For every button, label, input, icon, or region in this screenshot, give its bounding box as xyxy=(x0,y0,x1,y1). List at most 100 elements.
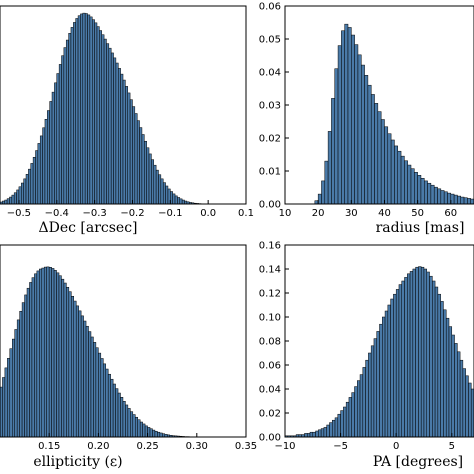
panel-pa: −10 −5 0 5 0.00 0.02 0.04 0.06 0.08 0.10 0.12 0.14 0… xyxy=(259,241,474,470)
dec-bar xyxy=(153,164,157,205)
dec-bar xyxy=(89,16,93,205)
dec-bar xyxy=(96,26,100,205)
pa-bar xyxy=(401,280,405,438)
dec-bar xyxy=(141,134,145,205)
ellipticity-bar xyxy=(73,300,77,438)
ellipticity-bar xyxy=(26,287,30,438)
ellipticity-bar xyxy=(105,368,109,438)
pa-bar xyxy=(465,375,469,438)
pa-xtick-label: 5 xyxy=(449,441,455,452)
ellipticity-bar xyxy=(117,392,121,438)
pa-xtick-label: −5 xyxy=(333,441,348,452)
ellipticity-bar xyxy=(71,296,75,438)
ellipticity-bar xyxy=(159,432,163,438)
pa-bar xyxy=(320,428,325,438)
radius-bar xyxy=(453,194,458,205)
pa-ytick-label: 0.06 xyxy=(259,361,281,372)
pa-bar xyxy=(312,431,316,438)
radius-bar xyxy=(370,94,375,205)
radius-bar xyxy=(390,139,395,205)
dec-bar xyxy=(9,196,13,205)
radius-bar xyxy=(341,30,345,205)
pa-bar xyxy=(409,271,414,438)
ellipticity-bar xyxy=(16,319,20,438)
dec-xtick-label: −0.4 xyxy=(45,208,69,219)
dec-bar xyxy=(61,55,65,205)
radius-bar xyxy=(327,131,332,205)
ellipticity-axes-frame xyxy=(0,244,247,438)
pa-bar xyxy=(334,417,339,438)
pa-bar xyxy=(429,275,433,438)
ellipticity-xlabel: ellipticity (ε) xyxy=(33,454,122,470)
radius-ytick-label: 0.06 xyxy=(259,2,281,13)
dec-bar xyxy=(99,30,102,205)
radius-bar xyxy=(410,168,415,205)
radius-bar xyxy=(420,178,425,205)
ellipticity-bar xyxy=(56,272,60,438)
dec-bar xyxy=(174,195,178,205)
ellipticity-bar xyxy=(137,419,141,438)
pa-bar xyxy=(454,343,458,438)
pa-ytick-label: 0.04 xyxy=(259,385,281,396)
ellipticity-bar xyxy=(61,278,65,438)
ellipticity-bar xyxy=(130,411,134,438)
dec-bar xyxy=(160,178,164,205)
dec-bar xyxy=(21,182,24,205)
dec-bar xyxy=(158,174,162,205)
radius-bar xyxy=(400,155,405,205)
radius-ytick-label: 0.03 xyxy=(259,101,281,112)
pa-bar xyxy=(457,351,461,438)
dec-bar xyxy=(82,12,86,205)
radius-bar xyxy=(433,186,438,205)
pa-bar xyxy=(398,284,402,438)
radius-bar xyxy=(354,44,359,205)
dec-bar xyxy=(110,52,114,205)
dec-bar xyxy=(139,127,143,205)
dec-bar xyxy=(49,101,53,205)
dec-bar xyxy=(70,27,74,205)
radius-xtick-label: 30 xyxy=(345,208,358,219)
ellipticity-bar xyxy=(39,268,43,438)
ellipticity-bar xyxy=(88,331,92,438)
pa-bar xyxy=(345,401,350,438)
ellipticity-bar xyxy=(36,270,40,438)
ellipticity-bar xyxy=(53,270,57,438)
radius-bar xyxy=(417,175,422,205)
radius-bar xyxy=(351,34,355,205)
dec-bar xyxy=(155,169,159,205)
dec-bar xyxy=(4,199,8,205)
pa-bar xyxy=(329,422,333,438)
dec-bars xyxy=(0,12,207,205)
pa-bars xyxy=(284,266,474,438)
ellipticity-bar xyxy=(90,336,94,438)
radius-bar xyxy=(361,64,365,205)
pa-bar xyxy=(412,268,416,438)
ellipticity-bar xyxy=(14,329,18,438)
ellipticity-bar xyxy=(63,282,67,438)
dec-bar xyxy=(94,22,98,205)
radius-ticks: 10 20 30 40 50 60 0.00 0.01 0.02 0.03 0.04 0.05 0.06 xyxy=(259,2,457,220)
dec-bar xyxy=(92,19,95,205)
pa-bar xyxy=(332,419,336,438)
pa-bar xyxy=(445,317,450,438)
pa-bar xyxy=(468,382,472,438)
dec-bar xyxy=(172,193,176,205)
dec-bar xyxy=(151,159,155,205)
dec-bar xyxy=(54,82,58,205)
dec-bar xyxy=(28,168,31,205)
dec-xtick-label: −0.2 xyxy=(120,208,144,219)
ellipticity-bar xyxy=(7,358,11,438)
dec-bar xyxy=(37,143,41,205)
pa-bar xyxy=(423,268,428,438)
pa-ytick-label: 0.16 xyxy=(259,241,281,252)
dec-bar xyxy=(25,174,29,205)
radius-xtick-label: 40 xyxy=(378,208,391,219)
dec-bar xyxy=(65,39,69,205)
radius-ytick-label: 0.04 xyxy=(259,68,281,79)
ellipticity-xtick-label: 0.25 xyxy=(136,441,158,452)
radius-xtick-label: 50 xyxy=(411,208,424,219)
radius-bar xyxy=(443,191,448,205)
pa-ytick-label: 0.08 xyxy=(259,337,281,348)
ellipticity-bar xyxy=(100,358,104,438)
